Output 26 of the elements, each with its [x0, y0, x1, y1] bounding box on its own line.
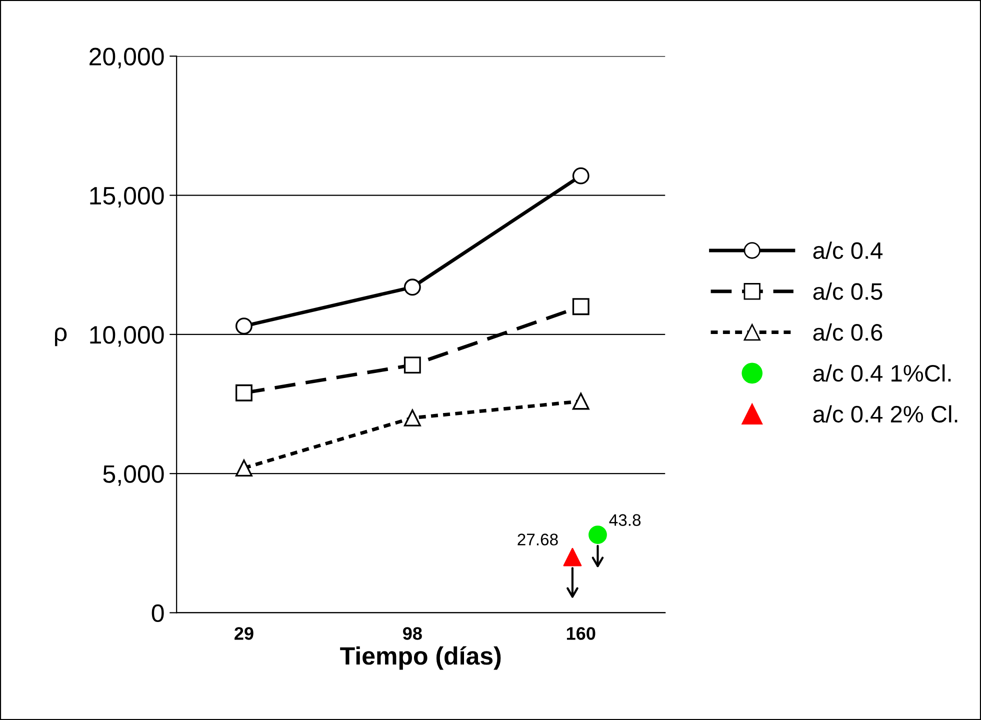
y-tick-label: 0 [152, 604, 164, 622]
x-axis-title: Tiempo (días) [340, 646, 501, 670]
point [572, 298, 590, 316]
point [235, 318, 252, 335]
legend-label: a/c 0.4 2% Cl. [813, 405, 958, 423]
annotation: 43.8 [609, 514, 641, 526]
legend-label: a/c 0.4 [813, 242, 883, 259]
point [404, 278, 421, 296]
legend-label: a/c 0.4 1%Cl. [813, 364, 951, 382]
point [235, 384, 252, 402]
x-tick-label: 160 [566, 627, 596, 640]
legend-label: a/c 0.5 [813, 282, 882, 300]
y-tick-label: 20,000 [90, 48, 164, 68]
y-tick-label: 10,000 [90, 326, 164, 347]
y-tick-label: 5,000 [103, 465, 164, 486]
y-axis-title: ρ [55, 327, 67, 346]
point [404, 409, 421, 426]
point [572, 392, 590, 410]
point [235, 460, 252, 476]
x-tick-label: 98 [403, 627, 422, 640]
point [404, 356, 421, 374]
legend-label: a/c 0.6 [813, 323, 882, 341]
x-tick-label: 29 [234, 627, 254, 640]
annotation: 27.68 [518, 534, 558, 546]
y-tick-label: 15,000 [90, 186, 164, 208]
point [572, 167, 590, 184]
